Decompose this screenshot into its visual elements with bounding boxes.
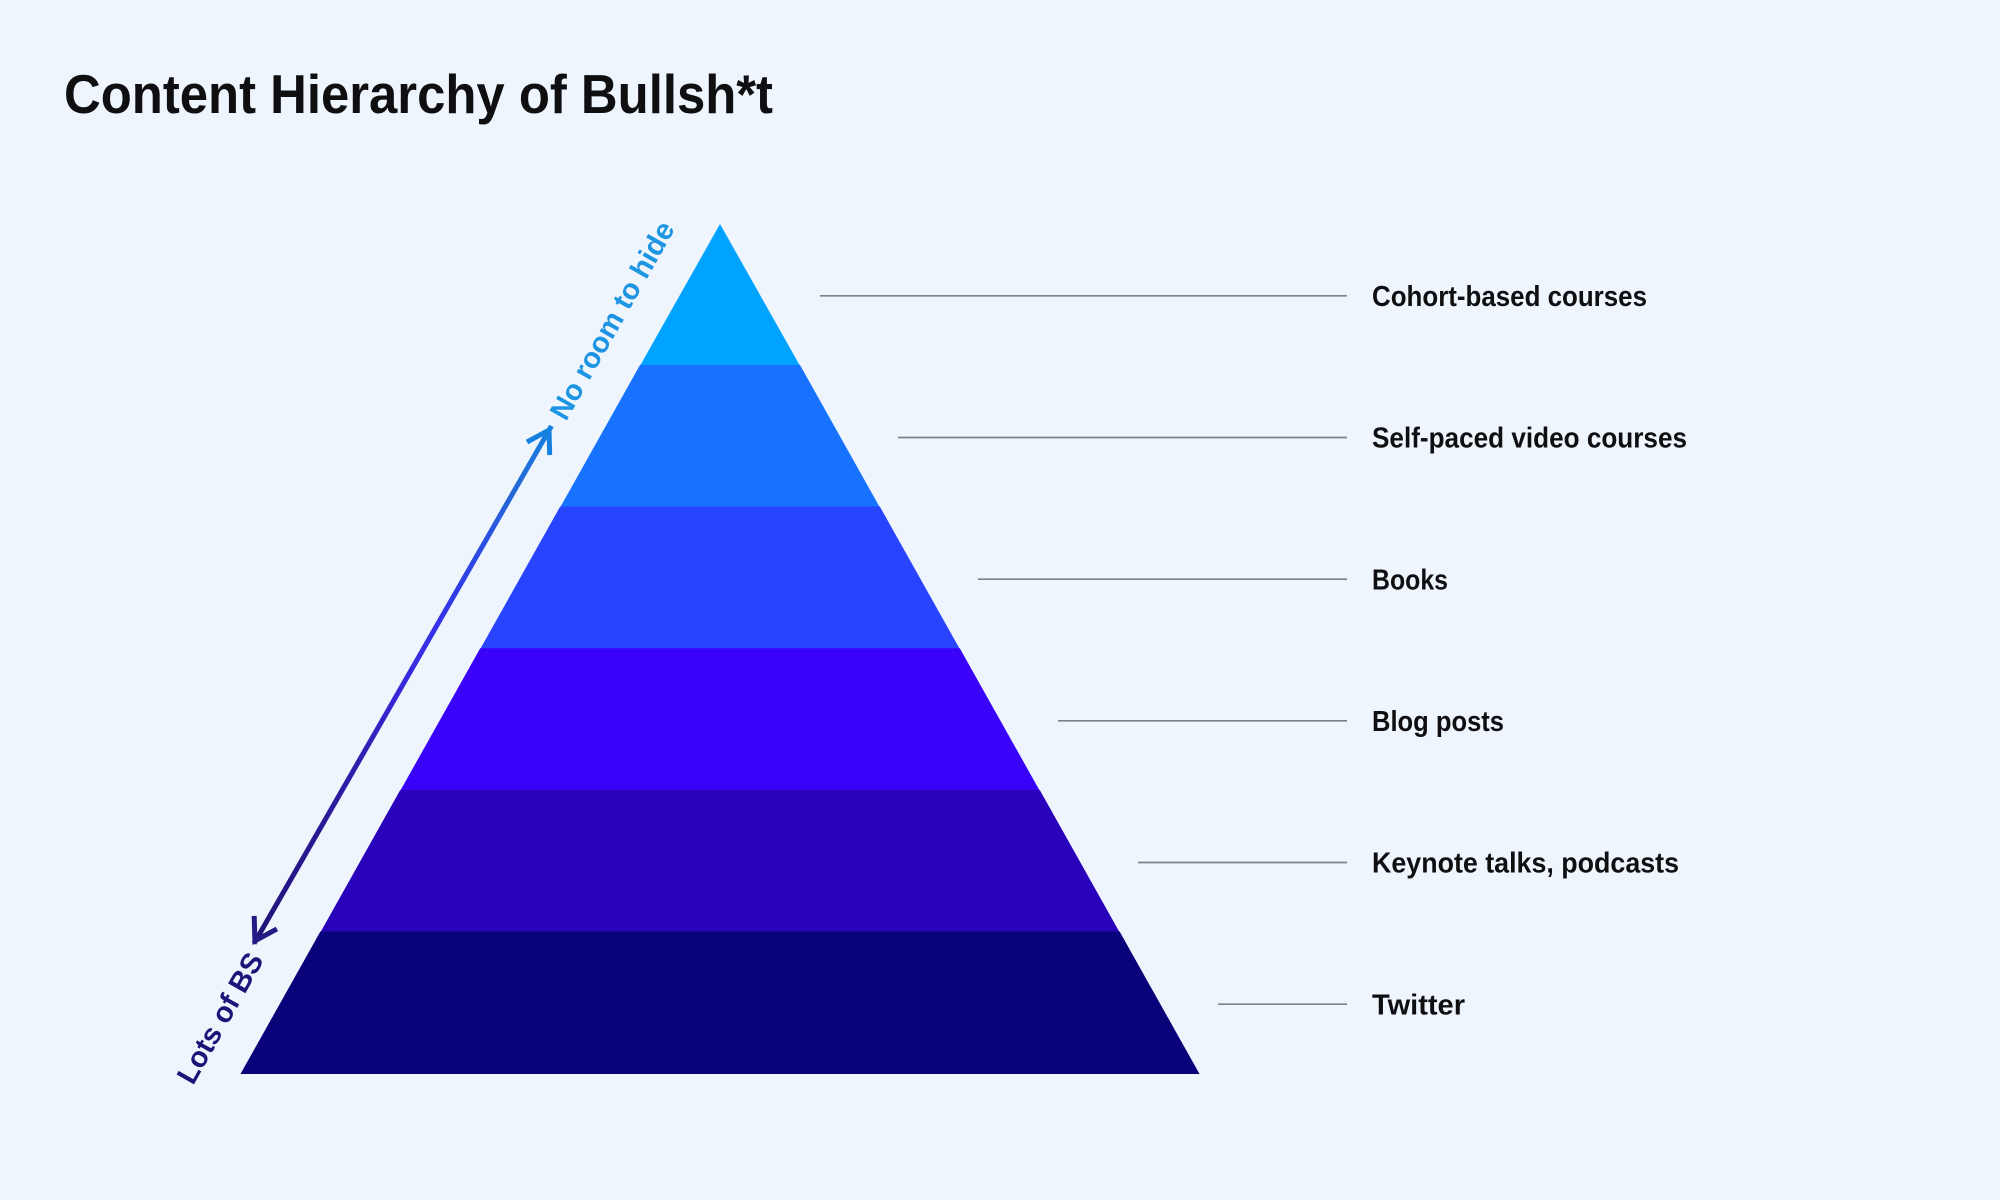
svg-text:Content Hierarchy of Bullsh*t: Content Hierarchy of Bullsh*t	[64, 63, 773, 125]
svg-text:Twitter: Twitter	[1372, 989, 1465, 1021]
svg-text:Keynote talks, podcasts: Keynote talks, podcasts	[1372, 848, 1679, 880]
svg-text:Cohort-based courses: Cohort-based courses	[1372, 281, 1647, 313]
svg-text:Blog posts: Blog posts	[1372, 706, 1504, 738]
svg-text:Books: Books	[1372, 564, 1448, 596]
svg-text:Self-paced video courses: Self-paced video courses	[1372, 423, 1687, 455]
